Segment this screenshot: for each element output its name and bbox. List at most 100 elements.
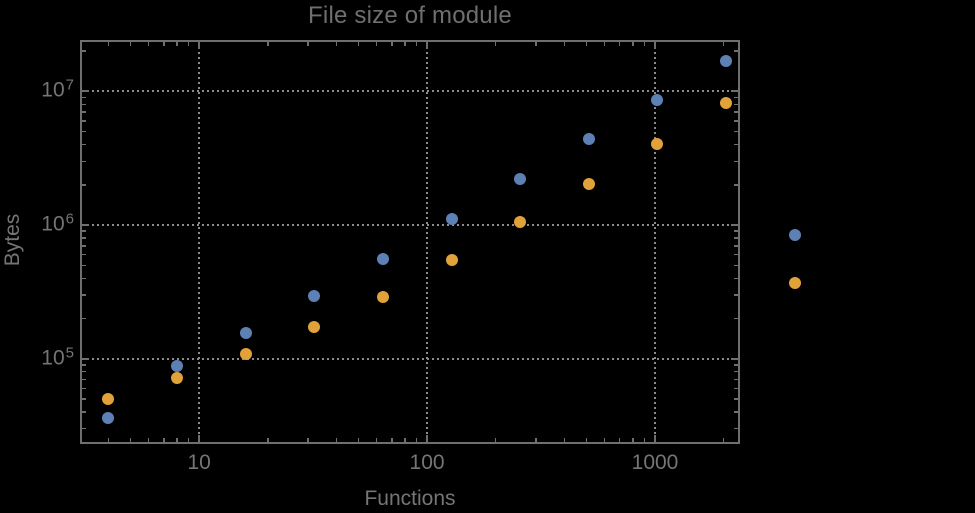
x-tick-mark (391, 42, 393, 46)
data-point (376, 290, 389, 303)
x-tick-mark (535, 438, 537, 442)
data-point (582, 177, 595, 190)
x-tick-mark (391, 438, 393, 442)
x-tick-mark (357, 42, 360, 46)
x-tick-mark (415, 438, 418, 442)
x-tick-label: 100 (409, 451, 445, 474)
data-point (651, 137, 664, 150)
x-tick-mark (187, 42, 190, 46)
x-tick-mark (404, 42, 406, 46)
y-tick-mark (734, 294, 738, 296)
data-point (514, 173, 527, 186)
x-gridline (654, 42, 656, 442)
y-tick-mark (734, 230, 738, 232)
x-tick-mark (176, 438, 178, 442)
y-tick-mark (82, 230, 86, 232)
x-tick-mark (187, 438, 190, 442)
y-tick-mark (734, 378, 738, 381)
x-tick-mark (415, 42, 418, 46)
y-tick-mark (734, 427, 738, 430)
x-tick-mark (129, 42, 132, 46)
y-tick-mark (82, 277, 86, 279)
y-tick-mark (734, 120, 738, 122)
y-gridline (82, 90, 738, 93)
x-tick-mark (307, 42, 309, 46)
x-tick-mark (375, 42, 378, 46)
x-tick-mark (618, 438, 621, 442)
y-tick-mark (734, 160, 738, 163)
x-tick-mark (163, 42, 165, 46)
y-tick-mark (82, 357, 89, 360)
x-tick-mark (632, 438, 634, 442)
y-tick-mark (82, 120, 86, 122)
x-tick-label: 10 (187, 451, 211, 474)
y-tick-mark (734, 130, 738, 133)
plot-area (80, 40, 801, 444)
x-tick-mark (494, 438, 497, 442)
x-tick-mark (107, 438, 110, 442)
x-tick-mark (654, 435, 656, 442)
y-tick-mark (82, 370, 86, 373)
x-tick-mark (267, 42, 269, 46)
y-tick-mark (82, 96, 86, 99)
x-tick-label: 1000 (631, 451, 679, 474)
x-tick-mark (722, 42, 725, 46)
y-tick-mark (82, 103, 86, 106)
data-point (788, 276, 801, 289)
x-tick-mark (618, 42, 621, 46)
y-tick-mark (82, 387, 86, 390)
y-tick-mark (82, 50, 86, 52)
y-tick-mark (734, 370, 738, 373)
x-tick-mark (129, 438, 132, 442)
y-tick-mark (734, 364, 738, 366)
data-point (171, 371, 184, 384)
x-tick-mark (147, 42, 150, 46)
x-tick-mark (404, 438, 406, 442)
data-point (582, 132, 595, 145)
y-tick-mark (82, 184, 86, 186)
x-tick-mark (563, 42, 566, 46)
x-tick-mark (643, 438, 646, 442)
x-tick-mark (147, 438, 150, 442)
y-tick-mark (82, 160, 86, 163)
x-tick-mark (107, 42, 110, 46)
y-tick-mark (82, 411, 86, 413)
data-point (651, 93, 664, 106)
y-tick-mark (82, 111, 86, 113)
data-point (719, 55, 732, 67)
y-tick-mark (82, 237, 86, 239)
x-tick-mark (426, 42, 429, 49)
data-point (308, 320, 321, 333)
x-tick-mark (603, 438, 606, 442)
data-point (445, 213, 458, 226)
data-point (171, 359, 184, 372)
x-tick-mark (722, 438, 725, 442)
x-tick-mark (335, 42, 338, 46)
y-tick-mark (734, 387, 738, 390)
x-tick-mark (426, 435, 429, 442)
y-tick-mark (734, 411, 738, 413)
y-tick-mark (82, 143, 86, 146)
y-tick-label: 105 (41, 344, 74, 370)
x-tick-mark (176, 42, 178, 46)
y-tick-mark (731, 90, 738, 93)
y-tick-mark (82, 90, 89, 93)
data-point (719, 96, 732, 109)
y-tick-mark (82, 427, 86, 430)
y-tick-mark (734, 96, 738, 99)
x-tick-mark (163, 438, 165, 442)
data-point (102, 412, 115, 425)
x-tick-mark (375, 438, 378, 442)
data-point (376, 253, 389, 266)
y-tick-mark (82, 294, 86, 296)
y-axis-label: Bytes (1, 213, 24, 267)
data-point (788, 228, 801, 241)
x-tick-mark (603, 42, 606, 46)
x-gridline (426, 42, 429, 442)
x-tick-mark (494, 42, 497, 46)
y-tick-mark (82, 224, 89, 227)
y-tick-mark (734, 237, 738, 239)
data-point (239, 327, 252, 340)
x-tick-mark (198, 42, 201, 49)
